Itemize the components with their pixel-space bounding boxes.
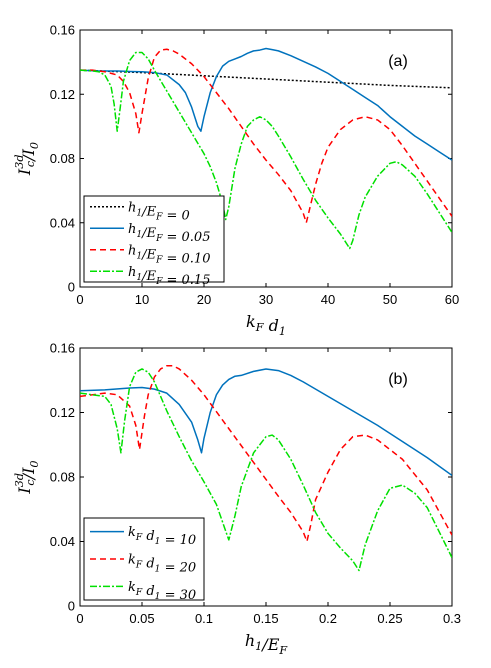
y-tick-label: 0: [68, 280, 75, 295]
series-group: [80, 47, 452, 250]
x-tick-label: 0.15: [253, 611, 278, 626]
x-tick-label: 0.2: [319, 611, 337, 626]
x-tick-label: 50: [383, 292, 397, 307]
y-tick-label: 0.08: [50, 470, 75, 485]
y-tick-label: 0.12: [50, 87, 75, 102]
panel-label: (b): [388, 371, 408, 388]
chart-panel-a: 0 10 20 30 40 50 60 0 0.04 0.08 0.12 0.16 kF d1 I3dc/…: [13, 23, 459, 339]
series-line-2: [80, 364, 452, 543]
series-line-4: [80, 51, 452, 250]
x-axis-label: kF d1: [246, 312, 286, 338]
x-tick-label: 20: [197, 292, 211, 307]
series-line-3: [80, 368, 452, 572]
legend-label-3: kF d1 = 30: [128, 580, 196, 603]
y-axis-label: I3dc/I0: [13, 460, 41, 494]
legend-label-1: kF d1 = 10: [128, 525, 196, 548]
y-axis-label: I3dc/I0: [13, 142, 41, 176]
y-tick-label: 0.08: [50, 151, 75, 166]
x-tick-label: 30: [259, 292, 273, 307]
legend: kF d1 = 10 kF d1 = 20 kF d1 = 30: [83, 517, 205, 603]
x-axis-label: h1/EF: [245, 631, 289, 657]
legend-label-3: h1/EF = 0.10: [128, 243, 210, 266]
chart-panel-b: 0 0.05 0.1 0.15 0.2 0.25 0.3 0 0.04 0.08 0.12 0.16 h…: [13, 341, 461, 658]
legend-box: [83, 195, 225, 283]
panel-label: (a): [388, 53, 408, 70]
x-tick-label: 40: [321, 292, 335, 307]
y-tick-label: 0.16: [50, 23, 75, 38]
x-tick-label: 0.25: [377, 611, 402, 626]
y-tick-label: 0.12: [50, 405, 75, 420]
y-tick-label: 0.16: [50, 341, 75, 356]
x-tick-label: 0: [76, 611, 83, 626]
y-tick-label: 0.04: [50, 534, 75, 549]
x-tick-label: 0.3: [443, 611, 461, 626]
series-line-1: [80, 368, 452, 477]
x-tick-label: 60: [445, 292, 459, 307]
y-tick-label: 0.04: [50, 215, 75, 230]
legend-label-2: h1/EF = 0.05: [128, 222, 210, 245]
y-tick-label: 0: [68, 599, 75, 614]
legend-label-2: kF d1 = 20: [128, 553, 196, 576]
x-tick-label: 10: [135, 292, 149, 307]
x-tick-label: 0.1: [195, 611, 213, 626]
legend-label-4: h1/EF = 0.15: [128, 265, 210, 288]
series-line-3: [80, 48, 452, 224]
legend-label-1: h1/EF = 0: [128, 200, 190, 223]
series-line-2: [80, 47, 452, 161]
series-group: [80, 364, 452, 572]
x-tick-label: 0: [76, 292, 83, 307]
series-line-1: [80, 69, 452, 89]
x-tick-label: 0.05: [129, 611, 154, 626]
